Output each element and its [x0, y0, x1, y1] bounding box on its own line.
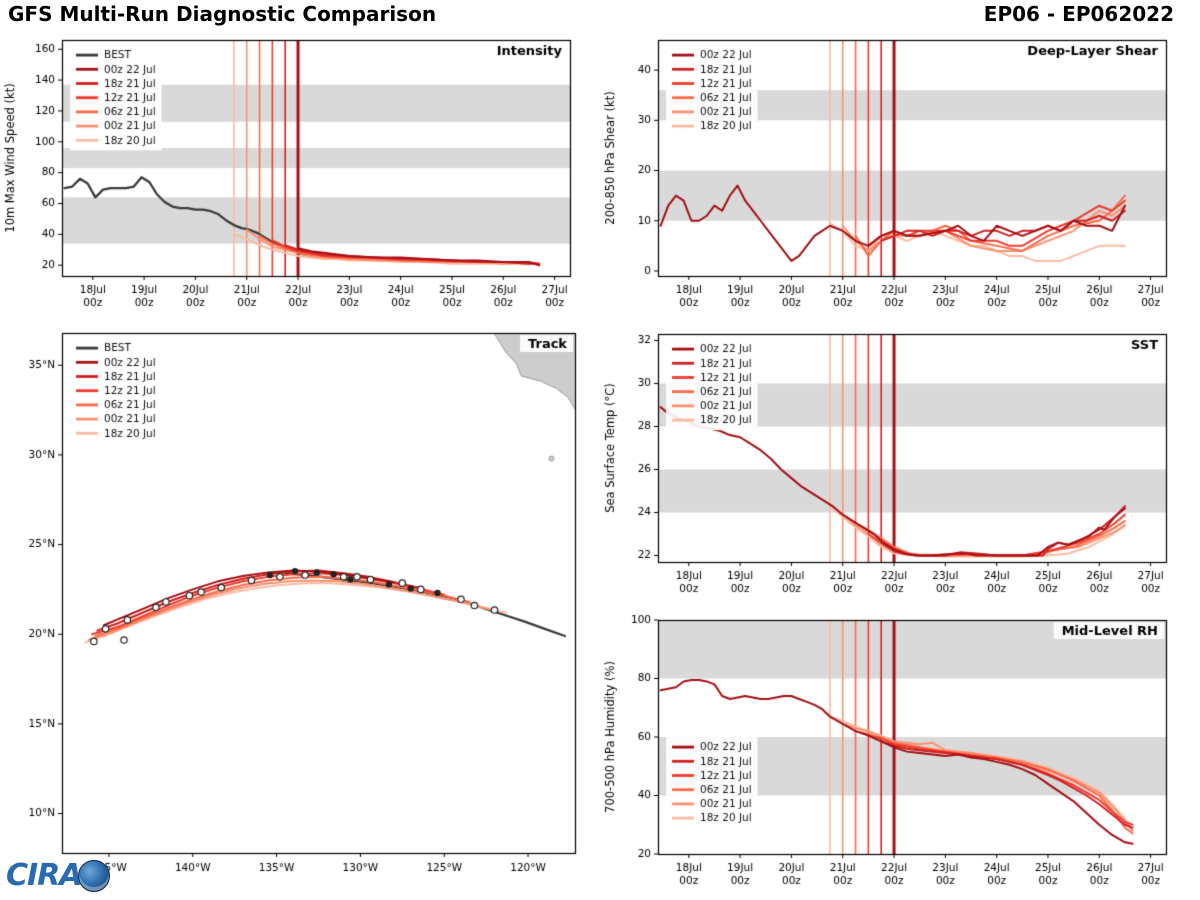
page-title: GFS Multi-Run Diagnostic Comparison [8, 2, 437, 26]
track-map [0, 322, 600, 900]
cira-logo: CIRA [6, 856, 110, 896]
shear-chart [600, 28, 1200, 322]
intensity-chart [0, 28, 600, 322]
rh-chart [600, 608, 1200, 900]
sst-chart [600, 322, 1200, 608]
cira-badge-icon [77, 860, 110, 892]
cira-logo-text: CIRA [6, 858, 82, 893]
storm-id: EP06 - EP062022 [983, 2, 1174, 26]
